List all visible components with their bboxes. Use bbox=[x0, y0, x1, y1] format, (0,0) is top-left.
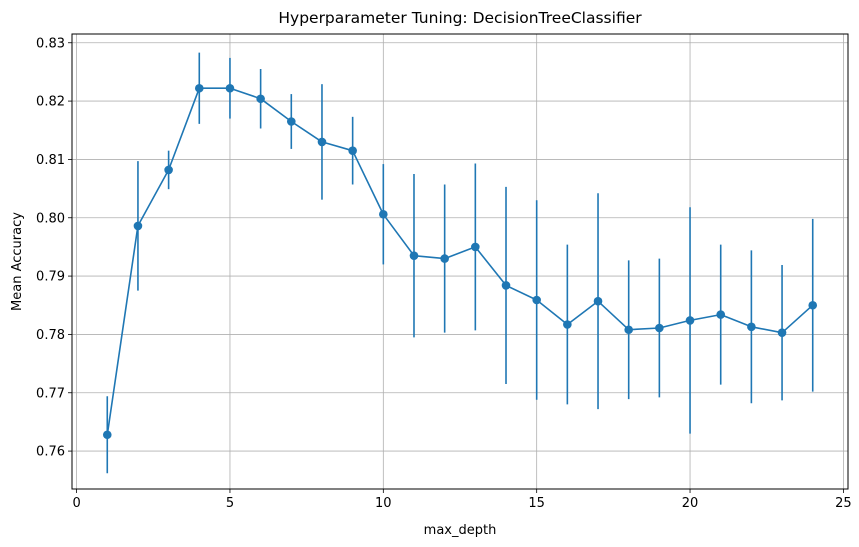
x-tick-label: 15 bbox=[528, 496, 545, 511]
y-tick-label: 0.79 bbox=[36, 270, 65, 285]
data-point bbox=[379, 209, 388, 219]
data-point bbox=[348, 146, 357, 155]
data-point bbox=[501, 281, 511, 290]
data-point bbox=[256, 94, 265, 104]
series-line bbox=[106, 87, 814, 435]
data-point bbox=[287, 117, 296, 126]
y-tick-label: 0.83 bbox=[36, 36, 65, 51]
data-point bbox=[685, 316, 695, 325]
x-tick-label: 5 bbox=[226, 496, 234, 511]
x-axis-title: max_depth bbox=[424, 523, 497, 538]
data-point bbox=[777, 328, 787, 337]
data-point bbox=[471, 242, 480, 252]
x-tick-label: 10 bbox=[375, 496, 392, 511]
x-tick-label: 20 bbox=[682, 496, 699, 511]
data-point bbox=[102, 430, 112, 440]
x-tick-label: 25 bbox=[835, 496, 852, 511]
data-point bbox=[716, 310, 726, 319]
data-point bbox=[655, 323, 664, 333]
data-point bbox=[624, 325, 633, 335]
data-point bbox=[747, 322, 756, 332]
chart-title: Hyperparameter Tuning: DecisionTreeClass… bbox=[278, 9, 642, 27]
x-tick-label: 0 bbox=[72, 496, 80, 511]
plot-frame bbox=[71, 33, 849, 490]
y-tick-label: 0.82 bbox=[36, 95, 65, 110]
data-point bbox=[164, 165, 173, 175]
data-point bbox=[133, 221, 143, 231]
y-tick-label: 0.78 bbox=[36, 328, 65, 343]
data-point bbox=[317, 137, 327, 147]
y-tick-label: 0.80 bbox=[36, 211, 65, 226]
grid bbox=[72, 34, 848, 489]
y-tick-label: 0.76 bbox=[36, 445, 65, 460]
data-point bbox=[593, 296, 603, 306]
y-axis-ticks: 0.76 0.77 0.78 0.79 0.80 0.81 0.82 0.83 bbox=[36, 36, 72, 460]
data-point bbox=[409, 251, 419, 260]
series-line-group bbox=[106, 87, 814, 435]
data-point bbox=[808, 300, 818, 310]
data-point bbox=[440, 254, 449, 263]
y-axis-title: Mean Accuracy bbox=[10, 212, 25, 311]
data-point bbox=[194, 83, 204, 93]
x-axis-ticks: 0 5 10 15 20 25 bbox=[72, 489, 852, 511]
y-tick-label: 0.77 bbox=[36, 386, 65, 401]
data-point bbox=[563, 320, 572, 329]
data-point bbox=[532, 295, 541, 305]
y-tick-label: 0.81 bbox=[36, 153, 65, 168]
data-points bbox=[102, 83, 818, 440]
data-point bbox=[225, 83, 235, 93]
